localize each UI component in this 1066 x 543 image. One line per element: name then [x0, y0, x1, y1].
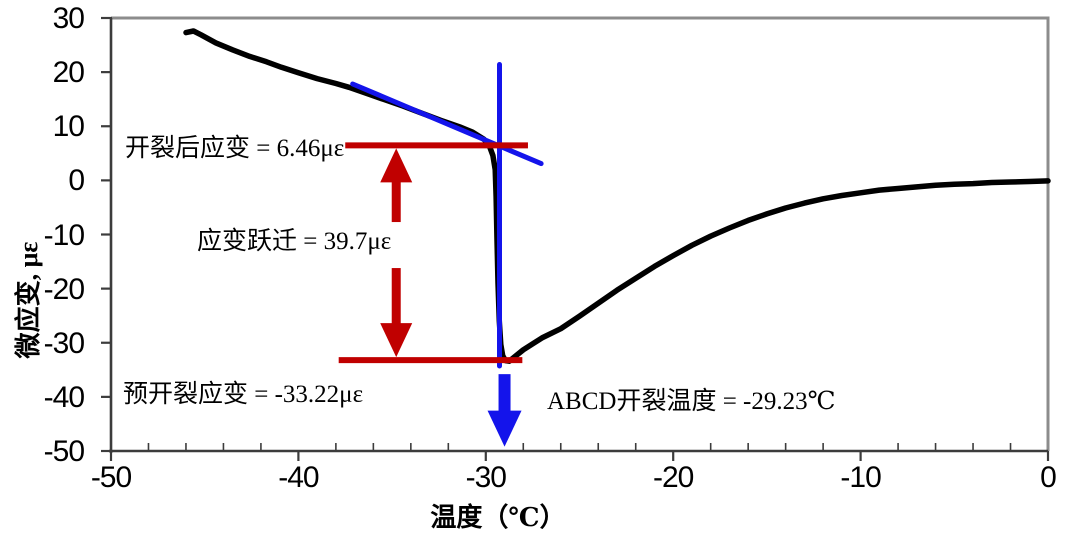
strain-jump-arrow-shaft-top	[391, 180, 401, 223]
y-tick-label: -40	[43, 380, 85, 414]
y-tick-label: -30	[43, 326, 85, 360]
strain-jump-label: 应变跃迁 = 39.7με	[197, 228, 392, 255]
y-tick-label: 10	[52, 110, 85, 144]
x-tick-label: -30	[465, 461, 507, 494]
crack-temperature-label: ABCD开裂温度 = -29.23℃	[547, 388, 836, 415]
crack-temp-arrowhead-down	[487, 410, 522, 447]
pre-crack-strain-label: 预开裂应变 = -33.22με	[123, 381, 364, 408]
x-tick-label: 0	[1040, 461, 1057, 494]
x-tick-label: -50	[90, 461, 132, 494]
post-crack-strain-label: 开裂后应变 = 6.46με	[125, 135, 345, 162]
crack-temp-arrow-shaft	[498, 374, 511, 414]
x-tick-label: -20	[653, 461, 694, 494]
strain-jump-arrowhead-up	[380, 148, 413, 183]
x-tick-label: -10	[840, 461, 881, 494]
thermal-strain-curve	[183, 28, 1051, 364]
y-tick-label: 20	[52, 56, 85, 90]
y-tick-label: -20	[43, 272, 85, 306]
y-tick-label: -50	[43, 435, 85, 468]
y-tick-label: 30	[52, 2, 85, 35]
x-tick-label: -40	[278, 461, 319, 494]
strain-jump-arrow-shaft-bottom	[391, 268, 401, 326]
x-axis-title: 温度（℃）	[430, 503, 566, 532]
pre-crack-tangent-line	[350, 81, 544, 167]
y-tick-label: 0	[68, 164, 85, 198]
y-tick-label: -10	[43, 218, 85, 252]
strain-jump-arrowhead-down	[380, 323, 413, 358]
